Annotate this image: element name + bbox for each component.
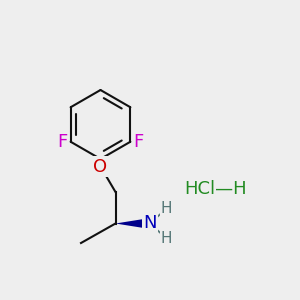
Text: HCl—H: HCl—H xyxy=(185,180,247,198)
Text: H: H xyxy=(161,231,172,246)
Text: N: N xyxy=(143,214,157,232)
Text: F: F xyxy=(134,133,144,151)
Text: H: H xyxy=(161,201,172,216)
Text: F: F xyxy=(57,133,68,151)
Polygon shape xyxy=(116,218,150,229)
Text: O: O xyxy=(93,158,108,175)
